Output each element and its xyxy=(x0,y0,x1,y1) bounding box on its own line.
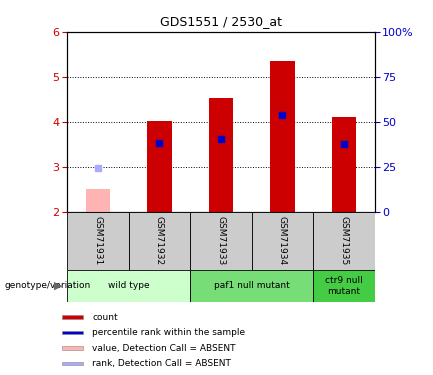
Text: ▶: ▶ xyxy=(54,281,63,291)
Bar xyxy=(209,99,233,212)
Bar xyxy=(252,212,313,270)
Bar xyxy=(67,270,190,302)
Text: wild type: wild type xyxy=(108,281,149,290)
Text: GSM71934: GSM71934 xyxy=(278,216,287,266)
Text: paf1 null mutant: paf1 null mutant xyxy=(214,281,289,290)
Bar xyxy=(62,315,83,319)
Bar xyxy=(62,362,83,365)
Bar xyxy=(190,212,252,270)
Text: percentile rank within the sample: percentile rank within the sample xyxy=(92,328,245,337)
Text: ctr9 null
mutant: ctr9 null mutant xyxy=(325,276,363,296)
Text: GSM71935: GSM71935 xyxy=(339,216,348,266)
Text: GSM71933: GSM71933 xyxy=(216,216,225,266)
Text: genotype/variation: genotype/variation xyxy=(4,281,90,290)
Bar xyxy=(270,61,294,212)
Bar xyxy=(129,212,190,270)
Text: count: count xyxy=(92,313,118,322)
Bar xyxy=(62,346,83,350)
Bar xyxy=(190,270,313,302)
Bar xyxy=(62,331,83,334)
Bar xyxy=(67,212,129,270)
Title: GDS1551 / 2530_at: GDS1551 / 2530_at xyxy=(160,15,282,28)
Text: value, Detection Call = ABSENT: value, Detection Call = ABSENT xyxy=(92,344,236,352)
Text: GSM71931: GSM71931 xyxy=(94,216,102,266)
Bar xyxy=(313,212,375,270)
Bar xyxy=(147,121,171,212)
Text: rank, Detection Call = ABSENT: rank, Detection Call = ABSENT xyxy=(92,359,231,368)
Bar xyxy=(332,117,356,212)
Bar xyxy=(86,189,110,212)
Text: GSM71932: GSM71932 xyxy=(155,216,164,266)
Bar xyxy=(313,270,375,302)
